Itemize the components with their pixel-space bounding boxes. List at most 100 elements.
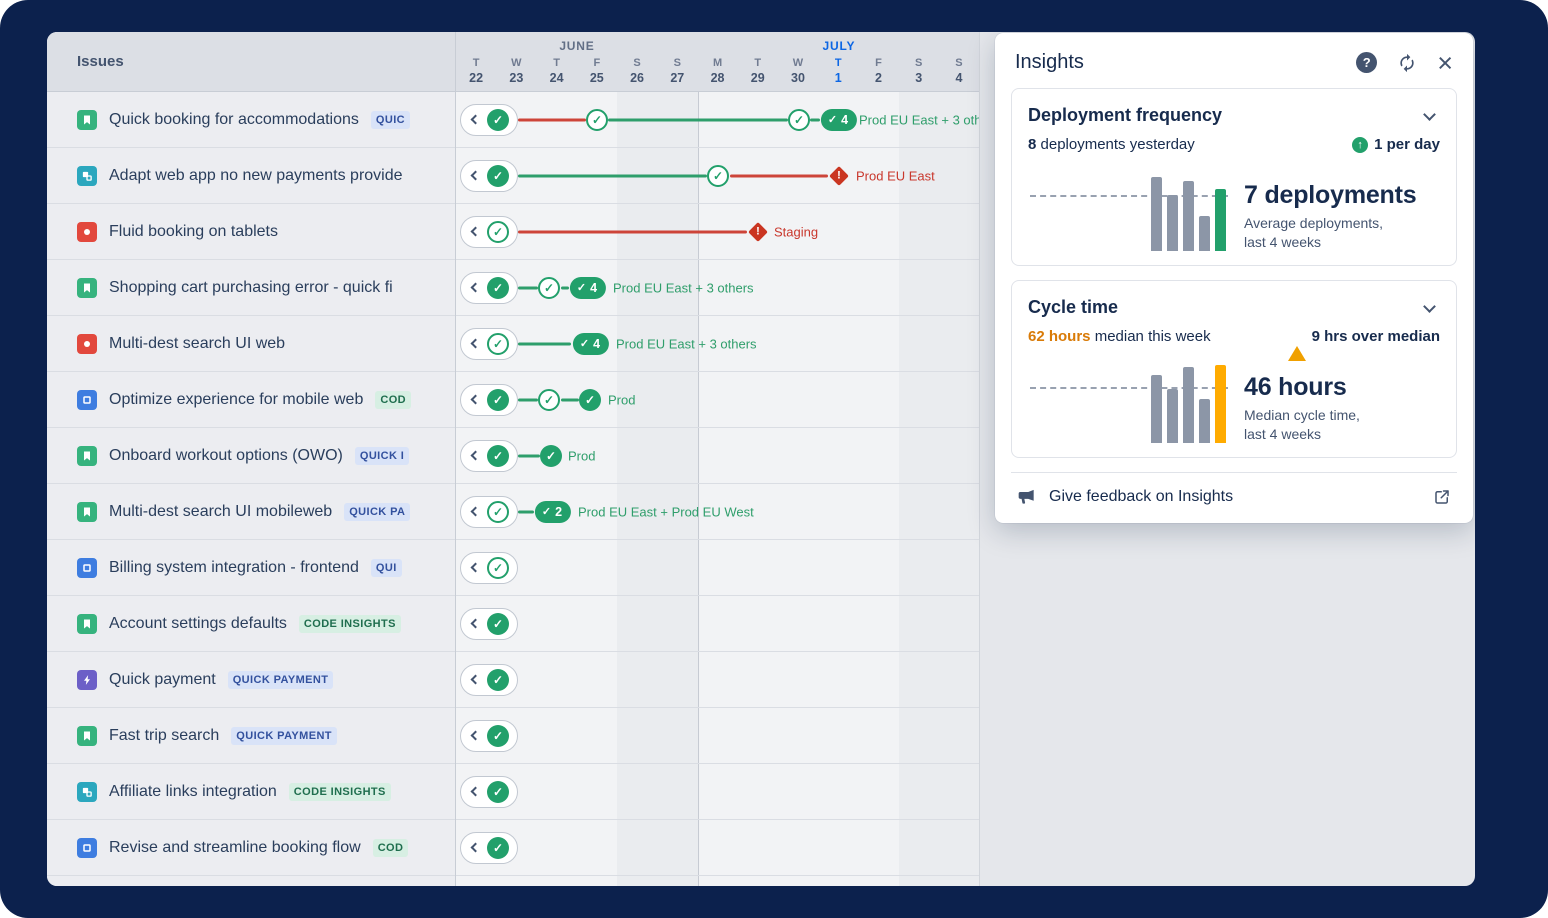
refresh-icon[interactable] [1397, 53, 1417, 73]
issue-row[interactable]: Adapt web app no new payments provide [47, 148, 455, 204]
issues-header: Issues [47, 32, 455, 92]
caption-line1: Average deployments, [1244, 215, 1384, 232]
issue-label: Revise and streamline booking flow [109, 838, 361, 856]
deployment-check-icon[interactable]: ✓ [540, 444, 562, 467]
timeline-connector [561, 286, 569, 289]
chart-bar [1215, 365, 1226, 443]
chevron-left-icon[interactable] [470, 674, 481, 685]
deployment-check-icon[interactable]: ✓ [487, 668, 509, 691]
deployment-check-icon[interactable]: ✓ [487, 220, 509, 243]
issue-row[interactable]: Quick booking for accommodations QUIC [47, 92, 455, 148]
issue-row[interactable]: Account settings defaults CODE INSIGHTS [47, 596, 455, 652]
issue-row[interactable]: Revise and streamline booking flow COD [47, 820, 455, 876]
day-column-header: W 30 [778, 56, 818, 86]
day-column-header: S 27 [657, 56, 697, 86]
chevron-down-icon[interactable] [1423, 300, 1436, 313]
chevron-left-icon[interactable] [470, 226, 481, 237]
deployment-warning-icon[interactable]: ! [829, 165, 849, 186]
deployment-check-icon[interactable]: ✓ [487, 444, 509, 467]
issue-row[interactable]: Multi-dest search UI web [47, 316, 455, 372]
day-letter: M [712, 57, 723, 69]
day-letter: T [472, 57, 480, 69]
deployment-check-icon[interactable]: ✓ [538, 276, 560, 299]
day-letter: S [955, 57, 963, 69]
month-labels: JUNE JULY [456, 39, 979, 53]
task-icon [77, 837, 97, 858]
issues-rows: Quick booking for accommodations QUIC Adap… [47, 92, 455, 876]
external-link-icon[interactable] [1433, 488, 1451, 506]
deployment-check-icon[interactable]: ✓ [487, 164, 509, 187]
timeline-header: JUNE JULY T 22 W 23 T 24 F 25 S 26 S 27 M 28 T 29 W 30 T 1 F 2… [456, 32, 979, 92]
issue-row[interactable]: Fast trip search QUICK PAYMENT [47, 708, 455, 764]
deployment-check-icon[interactable]: ✓ [487, 556, 509, 579]
cycle-big-stat: 46 hours [1244, 373, 1347, 402]
deployment-check-icon[interactable]: ✓ [487, 780, 509, 803]
deployment-check-icon[interactable]: ✓ [487, 836, 509, 859]
deployment-check-icon[interactable]: ✓ [487, 612, 509, 635]
cycle-median: 62 hours median this week [1028, 328, 1288, 345]
month-label: JUNE [559, 39, 595, 53]
deployment-check-icon[interactable]: ✓ [538, 388, 560, 411]
chevron-left-icon[interactable] [470, 618, 481, 629]
deployment-frequency-card: Deployment frequency 8 deployments yeste… [1011, 88, 1457, 266]
timeline-row: ✓ ✓! Prod EU East [456, 148, 979, 204]
deployments-caption: Average deployments, last 4 weeks [1244, 214, 1440, 251]
deployment-count-badge[interactable]: ✓ 4 [569, 276, 607, 299]
issue-row[interactable]: Fluid booking on tablets [47, 204, 455, 260]
issue-row[interactable]: Affiliate links integration CODE INSIGHTS [47, 764, 455, 820]
chevron-down-icon[interactable] [1423, 108, 1436, 121]
chevron-left-icon[interactable] [470, 786, 481, 797]
chevron-left-icon[interactable] [470, 170, 481, 181]
chevron-left-icon[interactable] [470, 282, 481, 293]
day-letter: W [792, 57, 804, 69]
exclamation-glyph: ! [756, 224, 760, 237]
chevron-left-icon[interactable] [470, 562, 481, 573]
story-icon [77, 725, 97, 746]
issue-row[interactable]: Optimize experience for mobile web COD [47, 372, 455, 428]
close-icon[interactable]: × [1437, 47, 1453, 78]
chevron-left-icon[interactable] [470, 394, 481, 405]
help-icon[interactable]: ? [1356, 52, 1378, 73]
timeline-row: ✓ ✓ 2 Prod EU East + Prod EU West [456, 484, 979, 540]
day-letter: S [673, 57, 681, 69]
deployment-check-icon[interactable]: ✓ [586, 108, 608, 131]
deployment-check-icon[interactable]: ✓ [487, 388, 509, 411]
deployment-check-icon[interactable]: ✓ [788, 108, 810, 131]
timeline-marker-group: ✓ [460, 775, 518, 808]
cycle-hours: 62 hours [1028, 328, 1091, 345]
deployment-check-icon[interactable]: ✓ [707, 164, 729, 187]
issue-row[interactable]: Multi-dest search UI mobileweb QUICK PA [47, 484, 455, 540]
chart-bar [1151, 375, 1162, 443]
deployment-check-icon[interactable]: ✓ [487, 108, 509, 131]
timeline-connector [518, 286, 538, 289]
chevron-left-icon[interactable] [470, 842, 481, 853]
deployment-count-badge[interactable]: ✓ 4 [572, 332, 610, 355]
issue-row[interactable]: Billing system integration - frontend QUI [47, 540, 455, 596]
timeline-row: ✓ [456, 596, 979, 652]
deployment-check-icon[interactable]: ✓ [487, 500, 509, 523]
give-feedback-link[interactable]: Give feedback on Insights [1049, 488, 1234, 505]
day-letter: W [511, 57, 522, 69]
issue-label: Fast trip search [109, 726, 220, 744]
day-letter: S [915, 57, 923, 69]
deployment-check-icon[interactable]: ✓ [487, 724, 509, 747]
chevron-left-icon[interactable] [470, 450, 481, 461]
deployment-warning-icon[interactable]: ! [748, 221, 768, 242]
chevron-left-icon[interactable] [470, 338, 481, 349]
timeline-marker-group: ✓ [460, 831, 518, 864]
issue-row[interactable]: Onboard workout options (OWO) QUICK I [47, 428, 455, 484]
deployment-count-badge[interactable]: ✓ 2 [534, 500, 572, 523]
timeline-row: ✓ [456, 652, 979, 708]
task-icon [77, 389, 97, 410]
chevron-left-icon[interactable] [470, 506, 481, 517]
chevron-left-icon[interactable] [470, 114, 481, 125]
deployment-check-icon[interactable]: ✓ [487, 276, 509, 299]
deployment-check-icon[interactable]: ✓ [487, 332, 509, 355]
day-column-header: T 24 [536, 56, 576, 86]
deployment-check-icon[interactable]: ✓ [579, 388, 601, 411]
issue-row[interactable]: Quick payment QUICK PAYMENT [47, 652, 455, 708]
issue-row[interactable]: Shopping cart purchasing error - quick f… [47, 260, 455, 316]
chevron-left-icon[interactable] [470, 730, 481, 741]
deployment-count-badge[interactable]: ✓ 4 [820, 108, 858, 131]
cycle-time-bars [1151, 365, 1226, 443]
